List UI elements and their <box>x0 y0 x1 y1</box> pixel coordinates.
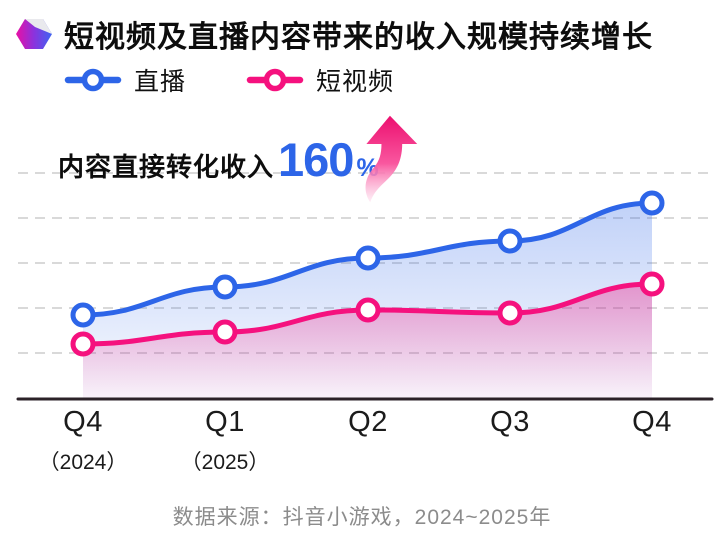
gem-icon <box>16 19 52 49</box>
header: 短视频及直播内容带来的收入规模持续增长 <box>14 12 653 56</box>
annotation-label: 内容直接转化收入 <box>58 152 275 182</box>
data-source: 数据来源：抖音小游戏，2024~2025年 <box>172 506 552 529</box>
page-title: 短视频及直播内容带来的收入规模持续增长 <box>64 21 653 54</box>
chart-legend: 直播 短视频 <box>64 62 394 98</box>
x-label-q4-2024: Q4 （2024） <box>38 406 128 474</box>
line-chart <box>16 172 714 401</box>
x-label-q4-2025: Q4 <box>632 406 672 438</box>
annotation-value: 160 <box>278 133 354 186</box>
line-marker-pink-icon <box>246 68 304 92</box>
x-label-q3: Q3 <box>490 406 530 438</box>
x-label-q1-2025: Q1 （2025） <box>180 406 270 474</box>
x-axis-labels: Q4 （2024） Q1 （2025） Q2 Q3 Q4 <box>0 406 724 486</box>
legend-item-live: 直播 <box>64 62 186 98</box>
up-arrow-icon <box>357 112 421 207</box>
line-marker-blue-icon <box>64 68 122 92</box>
legend-item-shortvideo: 短视频 <box>246 62 394 98</box>
legend-label-shortvideo: 短视频 <box>316 68 395 96</box>
x-label-q2: Q2 <box>348 406 388 438</box>
legend-label-live: 直播 <box>134 68 187 96</box>
growth-annotation: 内容直接转化收入 160 % <box>58 133 379 186</box>
